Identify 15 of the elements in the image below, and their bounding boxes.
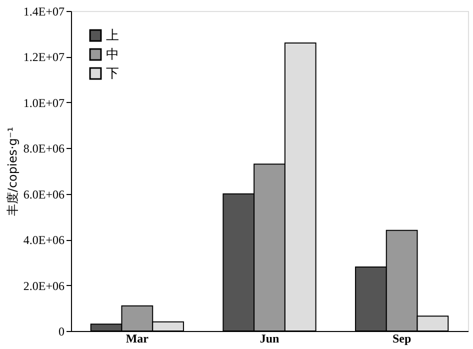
y-tick-label: 1.0E+07 xyxy=(23,96,64,110)
y-tick-label: 8.0E+06 xyxy=(23,142,64,156)
legend-label: 上 xyxy=(106,28,119,44)
y-tick-label: 6.0E+06 xyxy=(23,187,64,202)
y-tick-label: 1.2E+07 xyxy=(23,50,64,64)
x-tick-label: Sep xyxy=(392,332,412,346)
x-tick-label: Mar xyxy=(126,332,150,346)
y-tick-label: 4.0E+06 xyxy=(23,233,64,248)
legend-label: 下 xyxy=(106,66,119,82)
y-tick-label: 1.4E+07 xyxy=(23,4,64,18)
y-axis-title: 丰度/copies·g⁻¹ xyxy=(5,126,20,216)
x-tick-label: Jun xyxy=(260,332,280,346)
y-tick-label: 2.0E+06 xyxy=(23,278,64,293)
legend-label: 中 xyxy=(106,48,119,62)
y-tick-label: 0 xyxy=(58,324,64,338)
